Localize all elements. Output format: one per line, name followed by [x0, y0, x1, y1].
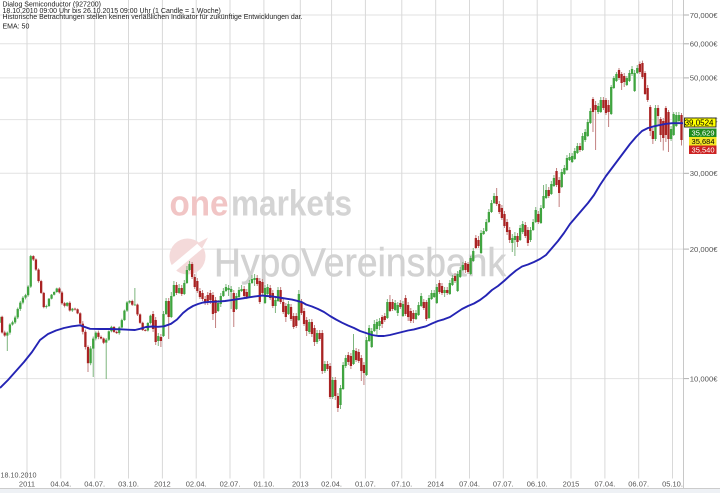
svg-text:2015: 2015 — [563, 480, 580, 489]
svg-text:2011: 2011 — [19, 480, 35, 489]
svg-text:07.04.: 07.04. — [459, 480, 480, 489]
svg-text:07.07.: 07.07. — [493, 480, 514, 489]
svg-text:EMA: 50: EMA: 50 — [3, 24, 30, 31]
svg-text:05.10.: 05.10. — [662, 480, 683, 489]
svg-text:20,000€: 20,000€ — [690, 245, 719, 254]
svg-text:07.10.: 07.10. — [391, 480, 412, 489]
svg-text:02.04.: 02.04. — [186, 480, 207, 489]
svg-text:HypoVereinsbank: HypoVereinsbank — [214, 241, 507, 285]
svg-text:35,684: 35,684 — [692, 137, 715, 146]
svg-text:39,0524: 39,0524 — [685, 118, 714, 127]
svg-text:01.07.: 01.07. — [355, 480, 376, 489]
svg-text:one: one — [170, 183, 229, 224]
svg-text:10,000€: 10,000€ — [690, 374, 719, 383]
svg-text:06.07.: 06.07. — [628, 480, 649, 489]
svg-text:markets: markets — [231, 183, 352, 224]
svg-text:07.04.: 07.04. — [594, 480, 615, 489]
svg-text:2012: 2012 — [154, 480, 171, 489]
svg-text:2014: 2014 — [427, 480, 444, 489]
svg-text:70,000€: 70,000€ — [690, 11, 719, 20]
svg-text:03.10.: 03.10. — [118, 480, 139, 489]
svg-text:06.10.: 06.10. — [527, 480, 548, 489]
svg-text:18.10.2010: 18.10.2010 — [1, 471, 37, 480]
svg-text:35,629: 35,629 — [692, 129, 715, 138]
svg-text:04.07.: 04.07. — [84, 480, 105, 489]
svg-text:60,000€: 60,000€ — [690, 40, 719, 49]
svg-text:18.10.2010 09:00 Uhr bis 26.10: 18.10.2010 09:00 Uhr bis 26.10.2015 09:0… — [3, 8, 221, 15]
svg-text:04.04.: 04.04. — [50, 480, 71, 489]
svg-text:Dialog Semiconductor (927200): Dialog Semiconductor (927200) — [3, 2, 101, 9]
svg-text:Historische Betrachtungen stel: Historische Betrachtungen stellen keinen… — [3, 14, 303, 21]
svg-text:02.04.: 02.04. — [321, 480, 342, 489]
svg-text:50,000€: 50,000€ — [690, 74, 719, 83]
svg-text:01.10.: 01.10. — [253, 480, 274, 489]
svg-text:35,540: 35,540 — [692, 146, 715, 155]
svg-text:02.07.: 02.07. — [220, 480, 241, 489]
svg-text:30,000€: 30,000€ — [690, 169, 719, 178]
svg-text:2013: 2013 — [292, 480, 309, 489]
